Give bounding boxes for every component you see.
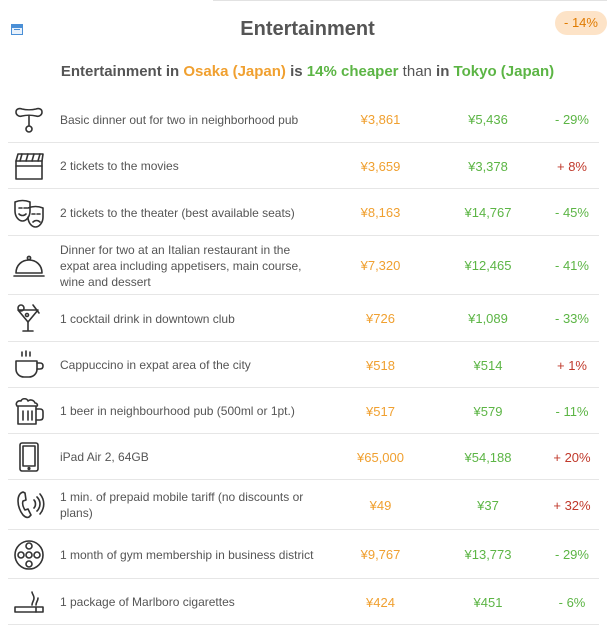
city1-price: ¥3,861 [360, 112, 401, 127]
city1-name: Osaka (Japan) [183, 63, 286, 80]
item-description: iPad Air 2, 64GB [60, 450, 149, 464]
price-difference: + 8% [557, 159, 587, 174]
city2-price: ¥1,089 [468, 311, 508, 326]
item-description: 1 package of Marlboro cigarettes [60, 595, 235, 609]
table-row: Cappuccino in expat area of the city ¥518… [8, 342, 599, 388]
overall-diff-badge: - 14% [555, 11, 607, 35]
city1-price: ¥726 [366, 311, 395, 326]
city1-price: ¥518 [366, 358, 395, 373]
price-difference: - 6% [558, 595, 586, 610]
item-description: Cappuccino in expat area of the city [60, 358, 251, 372]
item-description: 1 min. of prepaid mobile tariff (no disc… [60, 490, 304, 520]
city2-name: Tokyo (Japan) [453, 63, 555, 80]
clapperboard-icon [12, 149, 46, 183]
table-row: 1 cocktail drink in downtown club ¥726 ¥1,… [8, 295, 599, 342]
city1-price: ¥8,163 [360, 205, 401, 220]
price-difference: - 29% [555, 547, 589, 562]
table-row: iPad Air 2, 64GB ¥65,000 ¥54,188 + 20% [8, 434, 599, 480]
item-description: 1 month of gym membership in business di… [60, 548, 314, 562]
beer-mug-icon [12, 394, 46, 428]
top-divider [213, 0, 607, 1]
city2-price: ¥579 [473, 404, 503, 419]
city2-price: ¥5,436 [468, 112, 508, 127]
price-difference: + 20% [553, 450, 591, 465]
price-difference: - 41% [555, 258, 589, 273]
item-description: Dinner for two at an Italian restaurant … [60, 243, 302, 289]
city1-price: ¥49 [369, 498, 392, 513]
cigarette-icon [12, 585, 46, 619]
collapse-icon[interactable] [11, 24, 23, 35]
item-description: 1 beer in neighbourhood pub (500ml or 1p… [60, 404, 295, 418]
item-description: 1 cocktail drink in downtown club [60, 312, 235, 326]
summary-percent: 14% [306, 63, 337, 80]
city2-price: ¥3,378 [468, 159, 508, 174]
table-row: 2 tickets to the movies ¥3,659 ¥3,378 + 8% [8, 143, 599, 189]
price-table: Basic dinner out for two in neighborhood… [8, 96, 599, 625]
tablet-icon [12, 440, 46, 474]
item-description: 2 tickets to the movies [60, 159, 179, 173]
section-title: Entertainment [240, 18, 375, 40]
coffee-cup-icon [12, 348, 46, 382]
price-difference: - 11% [555, 404, 589, 419]
price-difference: - 45% [555, 205, 589, 220]
table-row: 1 beer in neighbourhood pub (500ml or 1p… [8, 388, 599, 434]
table-row: 1 package of Marlboro cigarettes ¥424 ¥451… [8, 579, 599, 625]
sausage-icon [12, 103, 46, 137]
item-description: 2 tickets to the theater (best available… [60, 206, 295, 220]
city1-price: ¥517 [366, 404, 395, 419]
table-row: 1 month of gym membership in business di… [8, 530, 599, 579]
city2-price: ¥54,188 [464, 450, 512, 465]
city2-price: ¥37 [477, 498, 499, 513]
city1-price: ¥3,659 [360, 159, 401, 174]
city2-price: ¥14,767 [464, 205, 512, 220]
cloche-icon [12, 249, 46, 283]
price-difference: - 33% [555, 311, 589, 326]
phone-ringing-icon [12, 488, 46, 522]
city2-price: ¥12,465 [464, 258, 512, 273]
theater-masks-icon [12, 196, 46, 230]
gym-weight-icon [12, 538, 46, 572]
city2-price: ¥514 [473, 358, 503, 373]
cocktail-icon [12, 302, 46, 336]
city1-price: ¥424 [366, 595, 395, 610]
city2-price: ¥13,773 [464, 547, 512, 562]
comparison-summary: Entertainment in Osaka (Japan) is 14% ch… [60, 63, 555, 80]
table-row: Dinner for two at an Italian restaurant … [8, 236, 599, 295]
city1-price: ¥65,000 [357, 450, 404, 465]
item-description: Basic dinner out for two in neighborhood… [60, 113, 299, 127]
table-row: Basic dinner out for two in neighborhood… [8, 96, 599, 143]
price-difference: + 32% [553, 498, 591, 513]
price-difference: + 1% [557, 358, 587, 373]
city2-price: ¥451 [473, 595, 503, 610]
section-header: Entertainment - 14% [0, 0, 615, 52]
table-row: 2 tickets to the theater (best available… [8, 189, 599, 236]
city1-price: ¥9,767 [360, 547, 401, 562]
price-difference: - 29% [555, 112, 589, 127]
city1-price: ¥7,320 [360, 258, 401, 273]
table-row: 1 min. of prepaid mobile tariff (no disc… [8, 480, 599, 530]
